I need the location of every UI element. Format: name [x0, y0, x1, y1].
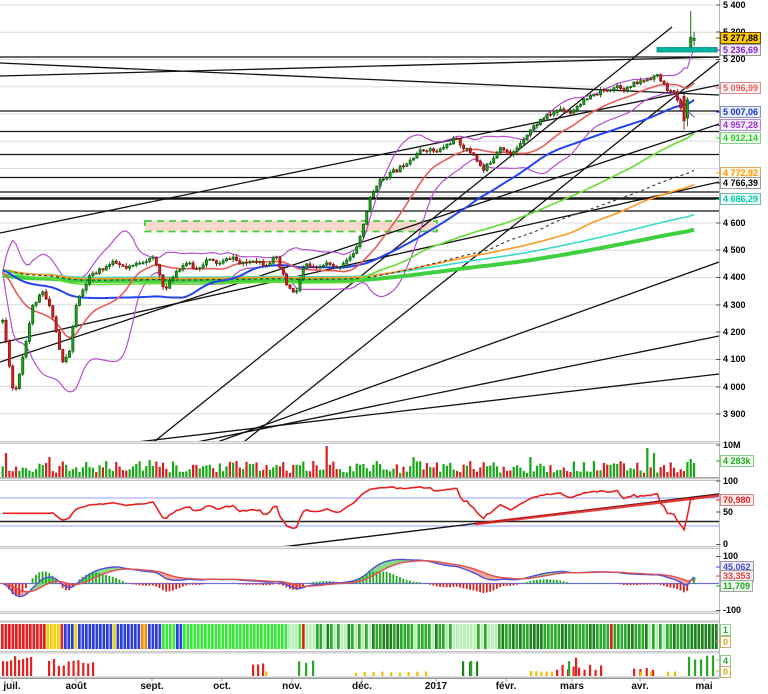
signal-strip-1[interactable]	[1, 624, 718, 649]
volume-panel[interactable]	[0, 446, 719, 478]
panel-borders	[0, 0, 721, 682]
rsi-panel[interactable]	[0, 485, 719, 549]
macd-panel[interactable]	[0, 558, 719, 598]
main-price-panel[interactable]	[0, 4, 719, 520]
resistance-zone	[144, 220, 438, 233]
breakout-level-bar	[656, 47, 718, 53]
candlesticks	[1, 10, 696, 391]
signal-strip-2[interactable]	[2, 655, 715, 676]
